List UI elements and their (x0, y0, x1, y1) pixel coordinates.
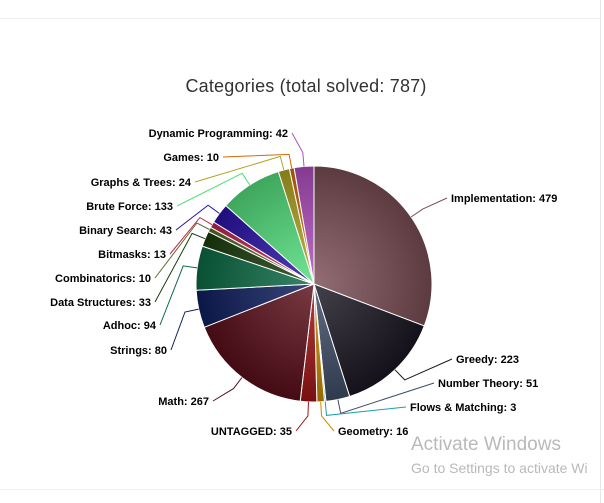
label-bitmasks: Bitmasks: 13 (98, 249, 166, 261)
label-math: Math: 267 (158, 396, 209, 408)
connector-geometry (320, 401, 335, 432)
connector-flows-matching (324, 401, 407, 416)
label-number-theory: Number Theory: 51 (438, 378, 538, 390)
connector-greedy (394, 358, 453, 381)
label-untagged: UNTAGGED: 35 (211, 426, 292, 438)
connector-untagged (295, 401, 309, 432)
label-combinatorics: Combinatorics: 10 (55, 273, 151, 285)
slice-math[interactable] (203, 283, 315, 402)
connector-brute-force (176, 172, 251, 207)
label-geometry: Geometry: 16 (338, 426, 408, 438)
label-graphs-trees: Graphs & Trees: 24 (91, 177, 192, 189)
connector-adhoc (159, 265, 198, 326)
connector-math (212, 377, 243, 402)
connector-implementation (410, 197, 448, 218)
bottom-divider (0, 489, 604, 490)
label-strings: Strings: 80 (110, 345, 167, 357)
label-implementation: Implementation: 479 (451, 193, 557, 205)
pie-slices (195, 165, 433, 403)
label-binary-search: Binary Search: 43 (79, 225, 172, 237)
connector-strings (170, 308, 199, 351)
top-bar (0, 0, 604, 19)
label-flows-matching: Flows & Matching: 3 (410, 402, 516, 414)
label-games: Games: 10 (163, 152, 219, 164)
connector-games (222, 153, 293, 169)
label-dynamic-programming: Dynamic Programming: 42 (149, 128, 288, 140)
slice-dynamic-programming[interactable] (293, 165, 315, 285)
connector-combinatorics (154, 222, 210, 279)
label-adhoc: Adhoc: 94 (103, 320, 157, 332)
connector-number-theory (337, 382, 435, 414)
chart-title: Categories (total solved: 787) (185, 76, 427, 96)
window-edge (600, 0, 604, 503)
connector-data-structures (154, 232, 206, 303)
connector-graphs-trees (194, 155, 285, 183)
connector-dynamic-programming (291, 132, 305, 167)
label-brute-force: Brute Force: 133 (86, 201, 173, 213)
label-data-structures: Data Structures: 33 (50, 297, 151, 309)
pie-labels: Implementation: 479 Greedy: 223 Number The… (50, 128, 557, 438)
connector-binary-search (175, 204, 220, 231)
label-greedy: Greedy: 223 (456, 354, 519, 366)
connector-bitmasks (169, 216, 213, 255)
